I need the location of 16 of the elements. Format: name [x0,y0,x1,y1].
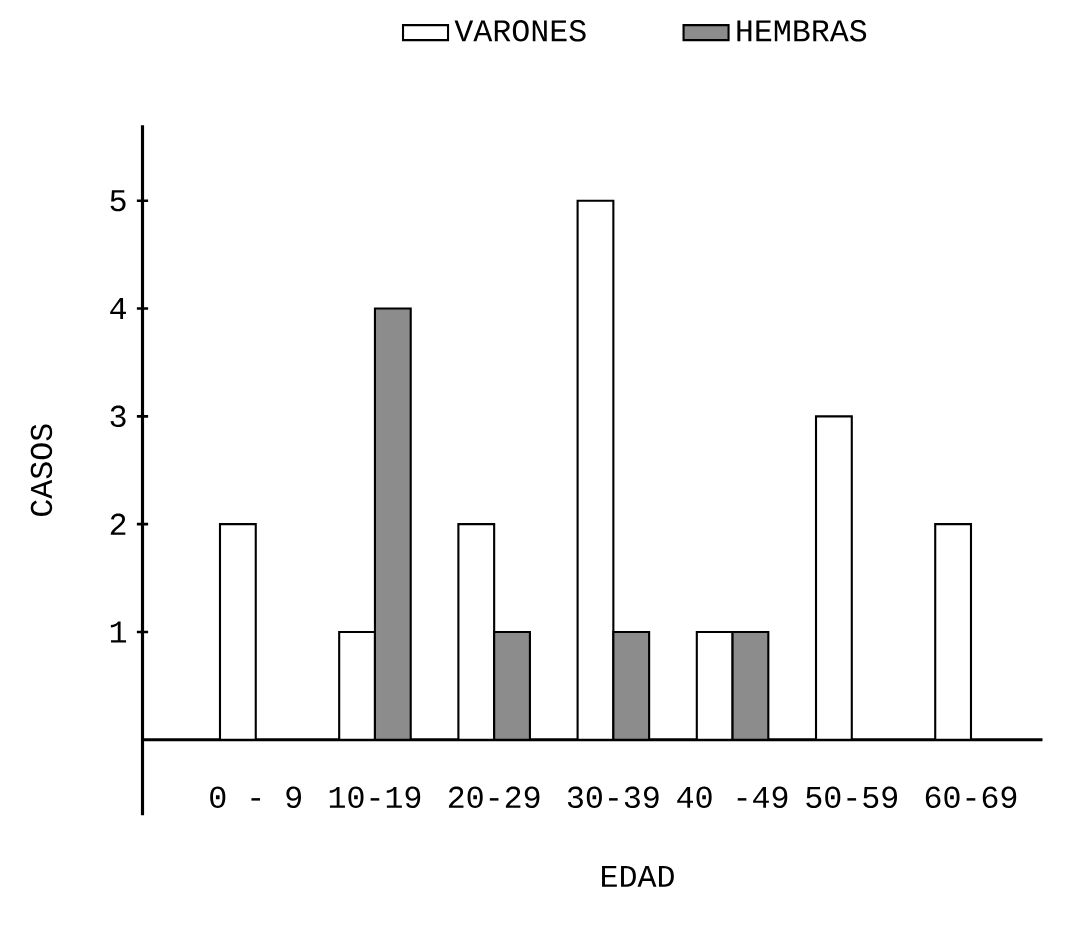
x-tick-label: 10-19 [329,786,421,808]
x-tick-label: 60-69 [925,786,1017,808]
y-tick-label: 5 [110,190,126,212]
legend-label: VARONES [454,19,586,42]
legend-label: HEMBRAS [737,19,867,42]
y-axis-title: CASOS [30,424,53,516]
x-tick-label: 30-39 [567,786,659,808]
x-axis-title: EDAD [602,865,674,887]
y-tick-label: 3 [110,405,126,427]
y-tick-label: 2 [110,513,126,535]
y-tick-label: 4 [110,298,126,319]
x-tick-label: 50-59 [806,786,898,808]
x-tick-label: 0 - 9 [210,786,301,808]
y-tick-label: 1 [110,621,127,643]
x-tick-label: 20-29 [448,786,540,808]
x-tick-label: 40 -49 [677,786,788,808]
